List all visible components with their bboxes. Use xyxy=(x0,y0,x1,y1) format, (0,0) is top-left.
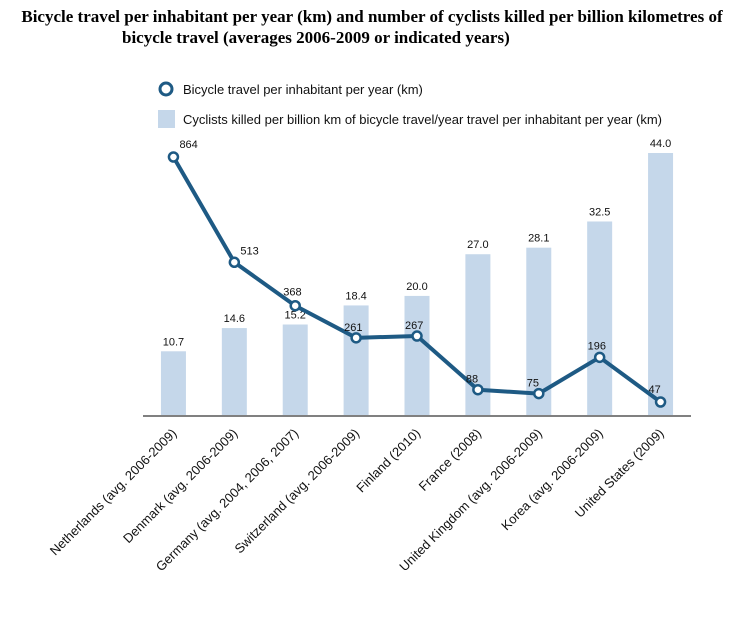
line-point-4 xyxy=(411,330,423,342)
legend-bar-swatch xyxy=(158,110,175,128)
bar-label-7: 32.5 xyxy=(589,206,610,218)
x-tick-label-7: Korea (avg. 2006-2009) xyxy=(498,426,606,534)
legend: Bicycle travel per inhabitant per year (… xyxy=(158,81,662,128)
bar-label-5: 27.0 xyxy=(467,239,488,251)
line-label-1: 513 xyxy=(240,245,258,257)
bar-3 xyxy=(343,305,369,415)
chart-title: Bicycle travel per inhabitant per year (… xyxy=(0,6,744,48)
line-labels: 864 513 368 261 267 88 75 196 47 xyxy=(179,139,660,396)
bar-4 xyxy=(404,295,430,415)
line-point-1 xyxy=(228,256,241,269)
x-tick-label-5: France (2008) xyxy=(416,426,484,494)
line-label-8: 47 xyxy=(649,384,661,396)
line-point-7 xyxy=(593,351,606,364)
x-tick-label-3: Switzerland (avg. 2006-2009) xyxy=(232,426,363,557)
bar-1 xyxy=(221,328,247,415)
line-label-0: 864 xyxy=(179,139,197,151)
bar-7 xyxy=(587,221,613,415)
line-label-2: 368 xyxy=(283,287,301,299)
bar-label-0: 10.7 xyxy=(163,336,184,348)
bar-label-3: 18.4 xyxy=(345,290,366,302)
bar-series xyxy=(160,153,674,415)
line-point-6 xyxy=(533,387,545,400)
bar-0 xyxy=(160,351,186,415)
bar-label-6: 28.1 xyxy=(528,233,549,245)
line-label-7: 196 xyxy=(588,340,606,352)
x-tick-label-1: Denmark (avg. 2006-2009) xyxy=(120,426,240,546)
title-line-2: bicycle travel (averages 2006-2009 or in… xyxy=(122,28,510,47)
line-label-5: 88 xyxy=(466,374,478,386)
title-line-1: Bicycle travel per inhabitant per year (… xyxy=(21,7,723,26)
line-point-5 xyxy=(472,383,484,396)
bar-label-4: 20.0 xyxy=(406,281,427,293)
bar-labels: 10.7 14.6 15.2 18.4 20.0 27.0 28.1 32.5 44.0 xyxy=(163,138,672,348)
line-points xyxy=(167,151,667,408)
x-tick-label-0: Netherlands (avg. 2006-2009) xyxy=(47,426,180,559)
bar-8 xyxy=(648,153,674,415)
bar-label-2: 15.2 xyxy=(285,309,306,321)
x-tick-label-4: Finland (2010) xyxy=(353,426,423,496)
legend-line-marker xyxy=(158,81,174,97)
line-point-0 xyxy=(167,151,180,163)
bar-label-8: 44.0 xyxy=(650,138,671,150)
line-label-6: 75 xyxy=(527,378,539,390)
line-point-3 xyxy=(350,332,362,344)
bar-label-1: 14.6 xyxy=(224,313,245,325)
x-tick-labels: Netherlands (avg. 2006-2009)Denmark (avg… xyxy=(47,426,667,575)
legend-label-bar: Cyclists killed per billion km of bicycl… xyxy=(183,112,662,127)
line-point-2 xyxy=(289,299,301,312)
bar-2 xyxy=(282,324,308,415)
line-label-4: 267 xyxy=(405,320,423,332)
legend-label-line: Bicycle travel per inhabitant per year (… xyxy=(183,82,423,97)
line-point-8 xyxy=(654,396,667,408)
line-label-3: 261 xyxy=(344,322,362,334)
